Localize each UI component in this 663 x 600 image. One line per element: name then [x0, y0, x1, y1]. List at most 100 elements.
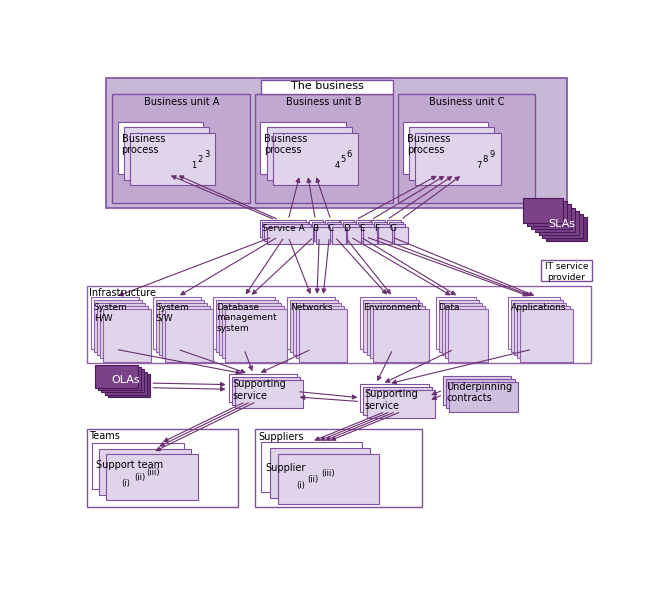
FancyBboxPatch shape: [398, 94, 536, 203]
Text: Business
process: Business process: [407, 134, 450, 155]
FancyBboxPatch shape: [534, 208, 575, 232]
FancyBboxPatch shape: [100, 306, 148, 358]
Text: Underpinning
contracts: Underpinning contracts: [446, 382, 512, 403]
FancyBboxPatch shape: [219, 303, 281, 355]
FancyBboxPatch shape: [360, 297, 416, 349]
FancyBboxPatch shape: [541, 260, 592, 281]
FancyBboxPatch shape: [286, 297, 335, 349]
FancyBboxPatch shape: [309, 220, 323, 237]
FancyBboxPatch shape: [261, 442, 362, 491]
FancyBboxPatch shape: [448, 309, 488, 362]
FancyBboxPatch shape: [106, 78, 568, 208]
FancyBboxPatch shape: [363, 300, 419, 352]
FancyBboxPatch shape: [314, 224, 328, 241]
FancyBboxPatch shape: [444, 376, 511, 406]
FancyBboxPatch shape: [367, 303, 422, 355]
Text: Suppliers: Suppliers: [258, 431, 304, 442]
FancyBboxPatch shape: [376, 224, 390, 241]
FancyBboxPatch shape: [262, 222, 308, 239]
FancyBboxPatch shape: [340, 220, 354, 237]
FancyBboxPatch shape: [255, 428, 422, 507]
FancyBboxPatch shape: [327, 222, 341, 239]
FancyBboxPatch shape: [367, 390, 435, 418]
FancyBboxPatch shape: [101, 369, 144, 392]
FancyBboxPatch shape: [520, 309, 573, 362]
FancyBboxPatch shape: [325, 220, 339, 237]
Text: (iii): (iii): [147, 468, 160, 477]
FancyBboxPatch shape: [235, 380, 303, 408]
Text: (iii): (iii): [322, 469, 335, 478]
FancyBboxPatch shape: [299, 309, 347, 362]
FancyBboxPatch shape: [527, 202, 568, 226]
FancyBboxPatch shape: [293, 303, 341, 355]
FancyBboxPatch shape: [296, 306, 344, 358]
FancyBboxPatch shape: [371, 220, 385, 237]
FancyBboxPatch shape: [387, 220, 400, 237]
FancyBboxPatch shape: [95, 365, 138, 388]
FancyBboxPatch shape: [87, 286, 591, 363]
Text: The business: The business: [290, 81, 363, 91]
FancyBboxPatch shape: [373, 309, 428, 362]
FancyBboxPatch shape: [415, 133, 501, 185]
FancyBboxPatch shape: [270, 448, 371, 498]
FancyBboxPatch shape: [225, 309, 288, 362]
FancyBboxPatch shape: [105, 371, 147, 395]
FancyBboxPatch shape: [231, 377, 300, 404]
Text: 4: 4: [334, 161, 339, 170]
Text: Database
management
system: Database management system: [216, 303, 276, 333]
FancyBboxPatch shape: [546, 217, 587, 241]
FancyBboxPatch shape: [213, 297, 275, 349]
FancyBboxPatch shape: [531, 205, 571, 229]
Text: IT service
provider: IT service provider: [545, 262, 588, 281]
FancyBboxPatch shape: [538, 211, 579, 235]
FancyBboxPatch shape: [360, 384, 428, 412]
Text: 3: 3: [204, 150, 210, 159]
Text: Infrastructure: Infrastructure: [89, 289, 156, 298]
FancyBboxPatch shape: [363, 227, 377, 244]
FancyBboxPatch shape: [107, 374, 151, 397]
Text: Teams: Teams: [89, 431, 120, 441]
FancyBboxPatch shape: [93, 300, 142, 352]
Text: Supplier: Supplier: [265, 463, 306, 473]
FancyBboxPatch shape: [229, 374, 297, 401]
Text: 2: 2: [198, 155, 203, 164]
Text: System
S/W: System S/W: [156, 303, 190, 322]
FancyBboxPatch shape: [436, 297, 476, 349]
FancyBboxPatch shape: [442, 303, 482, 355]
FancyBboxPatch shape: [165, 309, 213, 362]
Text: (ii): (ii): [308, 475, 319, 484]
FancyBboxPatch shape: [391, 224, 405, 241]
FancyBboxPatch shape: [389, 222, 403, 239]
FancyBboxPatch shape: [330, 224, 343, 241]
FancyBboxPatch shape: [508, 297, 560, 349]
Text: (i): (i): [296, 481, 305, 490]
FancyBboxPatch shape: [278, 454, 379, 504]
Text: Support team: Support team: [96, 460, 163, 470]
FancyBboxPatch shape: [450, 382, 518, 412]
Text: Business
process: Business process: [121, 134, 165, 155]
FancyBboxPatch shape: [363, 387, 432, 415]
FancyBboxPatch shape: [409, 127, 495, 180]
FancyBboxPatch shape: [91, 297, 139, 349]
FancyBboxPatch shape: [118, 122, 203, 175]
Text: E: E: [359, 224, 365, 233]
Text: 5: 5: [340, 155, 345, 164]
FancyBboxPatch shape: [162, 306, 210, 358]
FancyBboxPatch shape: [523, 198, 564, 223]
FancyBboxPatch shape: [124, 127, 210, 180]
FancyBboxPatch shape: [517, 306, 570, 358]
Text: Business
process: Business process: [265, 134, 308, 155]
FancyBboxPatch shape: [378, 227, 392, 244]
FancyBboxPatch shape: [260, 220, 306, 237]
FancyBboxPatch shape: [261, 122, 345, 175]
FancyBboxPatch shape: [358, 222, 372, 239]
FancyBboxPatch shape: [99, 449, 190, 495]
FancyBboxPatch shape: [511, 300, 564, 352]
Text: Data: Data: [439, 303, 460, 312]
Text: System
H/W: System H/W: [93, 303, 127, 322]
FancyBboxPatch shape: [152, 297, 201, 349]
Text: 1: 1: [192, 161, 197, 170]
FancyBboxPatch shape: [439, 300, 479, 352]
Text: G: G: [390, 224, 396, 233]
FancyBboxPatch shape: [106, 454, 198, 500]
